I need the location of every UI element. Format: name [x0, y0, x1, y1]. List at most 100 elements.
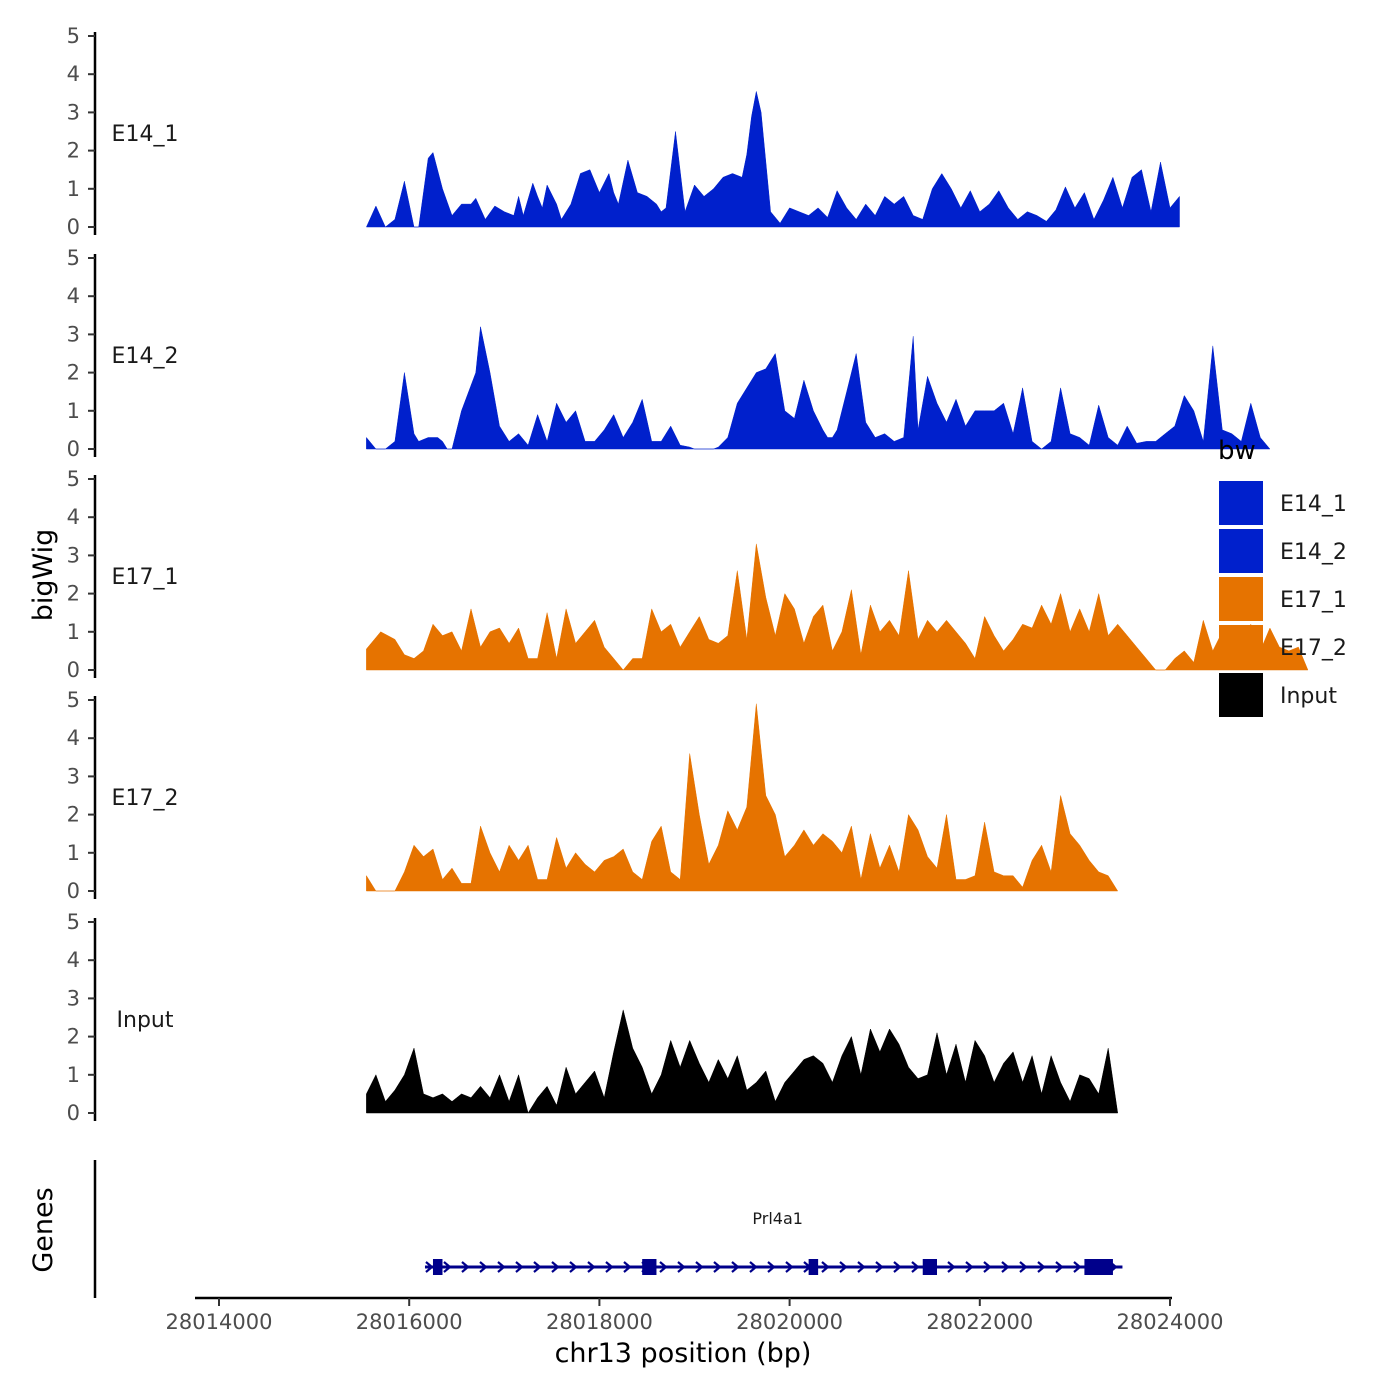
y-tick-label: 3: [67, 322, 80, 346]
x-tick-label: 28016000: [356, 1310, 463, 1334]
y-tick-label: 0: [67, 1101, 80, 1125]
y-tick-label: 0: [67, 215, 80, 239]
legend-swatch: [1219, 481, 1263, 525]
strand-arrow: [551, 1261, 560, 1273]
y-tick-label: 1: [67, 841, 80, 865]
legend-swatch: [1219, 529, 1263, 573]
legend-label: E14_2: [1280, 540, 1347, 565]
x-tick-label: 28024000: [1117, 1310, 1224, 1334]
coverage-area-input: [366, 1009, 1118, 1114]
y-axis-title: bigWig: [28, 529, 59, 622]
y-tick-label: 5: [67, 246, 80, 270]
legend-swatch: [1219, 577, 1263, 621]
y-tick-label: 1: [67, 399, 80, 423]
gene-exon: [922, 1259, 938, 1275]
legend: bw E14_1 E14_2 E17_1 E17_2 Input: [1218, 436, 1347, 717]
strand-arrow: [911, 1261, 920, 1273]
strand-arrow: [1073, 1261, 1082, 1273]
track-e17-1: 0 1 2 3 4 5 E17_1: [67, 467, 1309, 682]
strand-arrow: [839, 1261, 848, 1273]
legend-label: Input: [1280, 684, 1337, 709]
coverage-area-e14-1: [366, 91, 1180, 228]
strand-arrow: [443, 1261, 452, 1273]
y-tick-label: 2: [67, 361, 80, 385]
y-tick-label: 5: [67, 24, 80, 48]
x-axis: 28014000 28016000 28018000 28020000 28022000…: [166, 1296, 1224, 1334]
legend-title: bw: [1218, 436, 1256, 466]
strand-arrow: [785, 1261, 794, 1273]
y-tick-label: 2: [67, 1025, 80, 1049]
legend-swatch: [1219, 625, 1263, 669]
y-tick-label: 4: [67, 948, 80, 972]
strand-arrow: [821, 1261, 830, 1273]
strand-arrow: [965, 1261, 974, 1273]
y-tick-label: 3: [67, 543, 80, 567]
strand-arrow: [623, 1261, 632, 1273]
x-axis-title: chr13 position (bp): [555, 1338, 812, 1369]
track-input: 0 1 2 3 4 5 Input: [67, 910, 1118, 1125]
strand-arrow: [425, 1261, 434, 1273]
y-tick-label: 4: [67, 284, 80, 308]
strand-arrow: [461, 1261, 470, 1273]
y-tick-label: 0: [67, 879, 80, 903]
legend-swatch: [1219, 673, 1263, 717]
coverage-area-e17-1: [366, 543, 1309, 671]
strand-arrow: [605, 1261, 614, 1273]
strand-arrow: [695, 1261, 704, 1273]
strand-arrow: [1001, 1261, 1010, 1273]
y-tick-label: 4: [67, 62, 80, 86]
coverage-area-e17-2: [366, 703, 1118, 892]
strand-arrow: [569, 1261, 578, 1273]
legend-label: E17_2: [1280, 636, 1347, 661]
gene-name-label: Prl4a1: [752, 1209, 803, 1228]
y-tick-label: 2: [67, 139, 80, 163]
y-tick-label: 1: [67, 1063, 80, 1087]
y-tick-label: 5: [67, 688, 80, 712]
strand-arrow: [659, 1261, 668, 1273]
y-tick-label: 1: [67, 620, 80, 644]
y-tick-label: 0: [67, 658, 80, 682]
track-e14-1: 0 1 2 3 4 5 E14_1: [67, 24, 1180, 239]
strand-arrow: [767, 1261, 776, 1273]
strand-arrow: [731, 1261, 740, 1273]
legend-label: E17_1: [1280, 588, 1347, 613]
strand-arrow: [587, 1261, 596, 1273]
x-tick-label: 28020000: [736, 1310, 843, 1334]
strand-arrow: [497, 1261, 506, 1273]
strand-arrow: [713, 1261, 722, 1273]
strand-arrow: [1019, 1261, 1028, 1273]
y-tick-label: 1: [67, 177, 80, 201]
y-tick-label: 4: [67, 726, 80, 750]
y-tick-label: 2: [67, 582, 80, 606]
y-tick-label: 5: [67, 467, 80, 491]
y-tick-label: 4: [67, 505, 80, 529]
strand-arrow: [875, 1261, 884, 1273]
gene-exon: [1084, 1259, 1113, 1275]
coverage-area-e14-2: [366, 326, 1271, 450]
track-e14-2: 0 1 2 3 4 5 E14_2: [67, 246, 1271, 461]
x-tick-label: 28018000: [546, 1310, 653, 1334]
strand-arrow: [533, 1261, 542, 1273]
track-label: Input: [117, 1008, 174, 1033]
x-tick-label: 28014000: [166, 1310, 273, 1334]
strand-arrow: [677, 1261, 686, 1273]
y-tick-label: 0: [67, 437, 80, 461]
gene-exon: [432, 1259, 443, 1275]
legend-label: E14_1: [1280, 492, 1347, 517]
strand-arrow: [479, 1261, 488, 1273]
genes-axis-title: Genes: [28, 1187, 59, 1272]
strand-arrow: [515, 1261, 524, 1273]
y-tick-label: 2: [67, 803, 80, 827]
genes-panel: Genes Prl4a1: [28, 1160, 1123, 1298]
strand-arrow: [857, 1261, 866, 1273]
track-label: E17_1: [112, 565, 179, 590]
coverage-tracks: 0 1 2 3 4 5 E14_1 0 1 2 3 4 5 E14_2 0 1 2 3 4 5 E17_1 0 1 2 3 4 5 E…: [67, 24, 1309, 1125]
strand-arrow: [893, 1261, 902, 1273]
y-tick-label: 3: [67, 986, 80, 1010]
x-tick-label: 28022000: [926, 1310, 1033, 1334]
track-e17-2: 0 1 2 3 4 5 E17_2: [67, 688, 1118, 903]
track-label: E14_2: [112, 344, 179, 369]
strand-arrow: [1037, 1261, 1046, 1273]
y-tick-label: 3: [67, 100, 80, 124]
